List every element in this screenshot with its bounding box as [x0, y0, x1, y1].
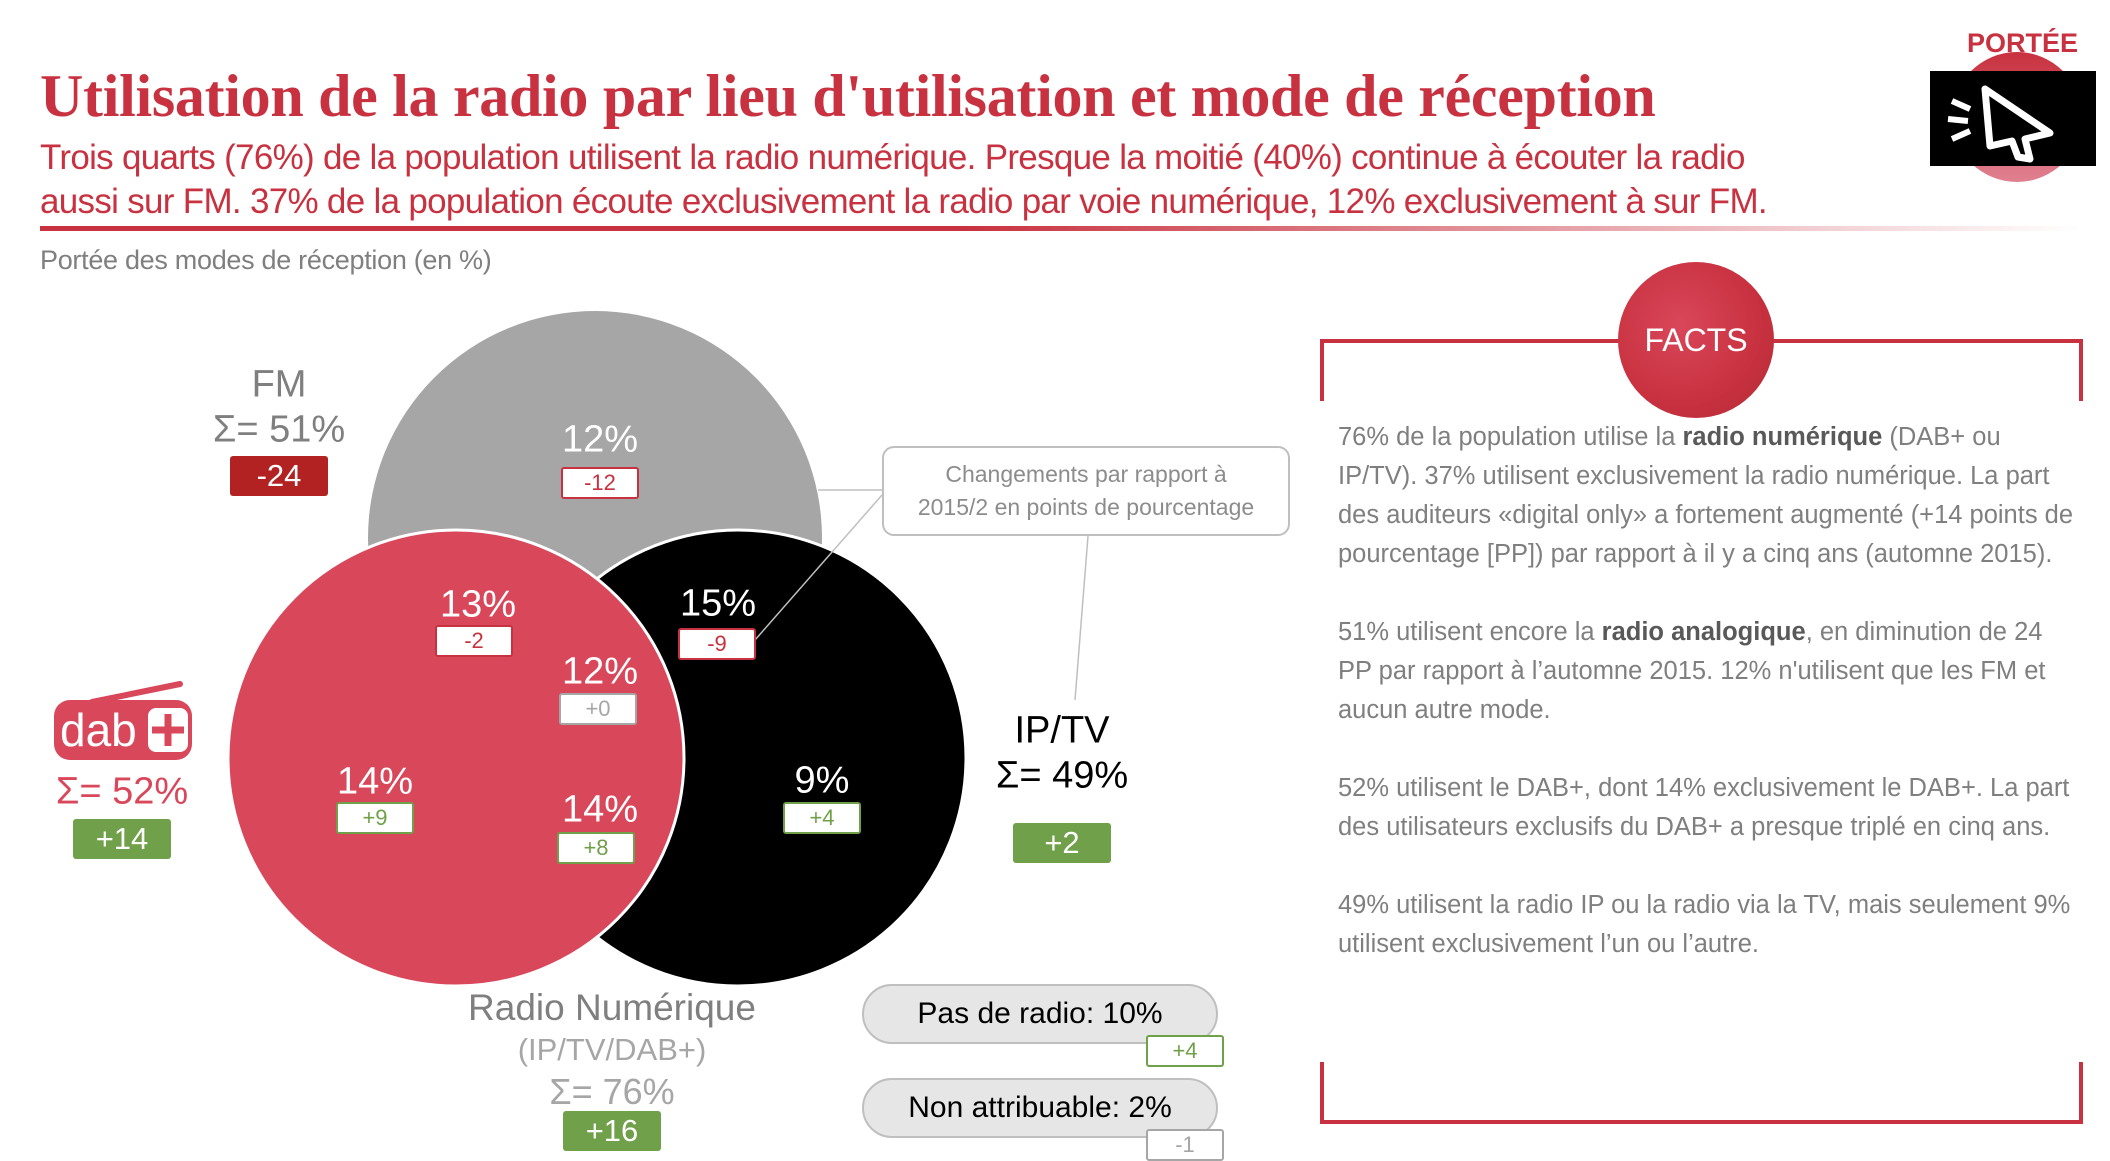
region-dab-iptv-value: 14%	[561, 788, 639, 831]
iptv-set-total: Σ= 49%	[995, 754, 1129, 797]
facts-heading: FACTS	[1618, 262, 1774, 418]
fact-text: 76% de la population utilise la	[1338, 423, 1683, 451]
region-dab-only-value: 14%	[336, 760, 414, 803]
facts-frame-corner	[2079, 339, 2083, 401]
facts-frame-corner	[1320, 1062, 1324, 1124]
region-fm-iptv-change: -9	[678, 628, 756, 660]
region-fm-dab-value: 13%	[439, 583, 517, 626]
region-fm-dab-change: -2	[435, 625, 513, 657]
region-fm-only-value: 12%	[561, 418, 639, 461]
region-iptv-only-value: 9%	[794, 759, 850, 802]
region-dab-only-change: +9	[336, 802, 414, 834]
fact-text: 51% utilisent encore la	[1338, 618, 1602, 646]
fact-paragraph: 76% de la population utilise la radio nu…	[1338, 418, 2078, 574]
no-radio-pill: Pas de radio: 10%	[862, 984, 1218, 1044]
fact-paragraph: 51% utilisent encore la radio analogique…	[1338, 613, 2078, 730]
facts-frame-top-left	[1320, 339, 1622, 343]
region-iptv-only-change: +4	[783, 802, 861, 834]
svg-text:dab: dab	[60, 704, 137, 756]
dab-circle	[226, 528, 686, 988]
callout-connector	[754, 494, 883, 641]
region-fm-only-change: -12	[561, 467, 639, 499]
region-fm-iptv-value: 15%	[679, 582, 757, 625]
callout-connector	[1074, 535, 1089, 701]
facts-text: 76% de la population utilise la radio nu…	[1338, 418, 2078, 1003]
page-title: Utilisation de la radio par lieu d'utili…	[40, 63, 1656, 129]
digital-set-change: +16	[563, 1111, 661, 1151]
dab-logo: dab	[52, 680, 194, 762]
fm-set-total: Σ= 51%	[212, 408, 346, 451]
fact-text: (DAB+ ou IP/TV). 37% utilisent exclusive…	[1338, 423, 2074, 568]
digital-set-sub: (IP/TV/DAB+)	[517, 1032, 707, 1067]
subtitle-line-2: aussi sur FM. 37% de la population écout…	[40, 182, 1768, 221]
unattributable-change: -1	[1146, 1129, 1224, 1161]
facts-frame-corner	[1320, 339, 1324, 401]
title-divider	[40, 226, 2080, 231]
dab-set-total: Σ= 52%	[55, 770, 189, 813]
megaphone-icon	[1930, 71, 2096, 166]
fact-text: , en diminution de 24 PP par rapport à l…	[1338, 618, 2046, 724]
fact-paragraph: 49% utilisent la radio IP ou la radio vi…	[1338, 891, 2071, 958]
region-all-value: 12%	[561, 650, 639, 693]
region-dab-iptv-change: +8	[557, 832, 635, 864]
fact-paragraph: 52% utilisent le DAB+, dont 14% exclusiv…	[1338, 774, 2070, 841]
iptv-set-label: IP/TV	[1014, 709, 1110, 752]
unattributable-pill: Non attribuable: 2%	[862, 1078, 1218, 1138]
dab-set-change: +14	[73, 819, 171, 859]
iptv-set-change: +2	[1013, 823, 1111, 863]
facts-frame-top-right	[1770, 339, 2083, 343]
fm-set-label: FM	[251, 363, 307, 406]
facts-frame-corner	[2079, 1062, 2083, 1124]
facts-frame-bottom	[1320, 1120, 2083, 1124]
fm-set-change: -24	[230, 456, 328, 496]
fact-emphasis: radio numérique	[1682, 423, 1883, 451]
region-all-change: +0	[559, 693, 637, 725]
digital-set-label: Radio Numérique	[468, 987, 756, 1028]
no-radio-change: +4	[1146, 1035, 1224, 1067]
subtitle-line-1: Trois quarts (76%) de la population util…	[40, 138, 1745, 177]
digital-set-total: Σ= 76%	[549, 1071, 675, 1112]
changes-callout: Changements par rapport à 2015/2 en poin…	[882, 446, 1290, 536]
callout-line-2: 2015/2 en points de pourcentage	[917, 494, 1255, 520]
chart-title: Portée des modes de réception (en %)	[40, 245, 492, 275]
callout-line-1: Changements par rapport à	[945, 461, 1227, 487]
fact-emphasis: radio analogique	[1601, 618, 1806, 646]
